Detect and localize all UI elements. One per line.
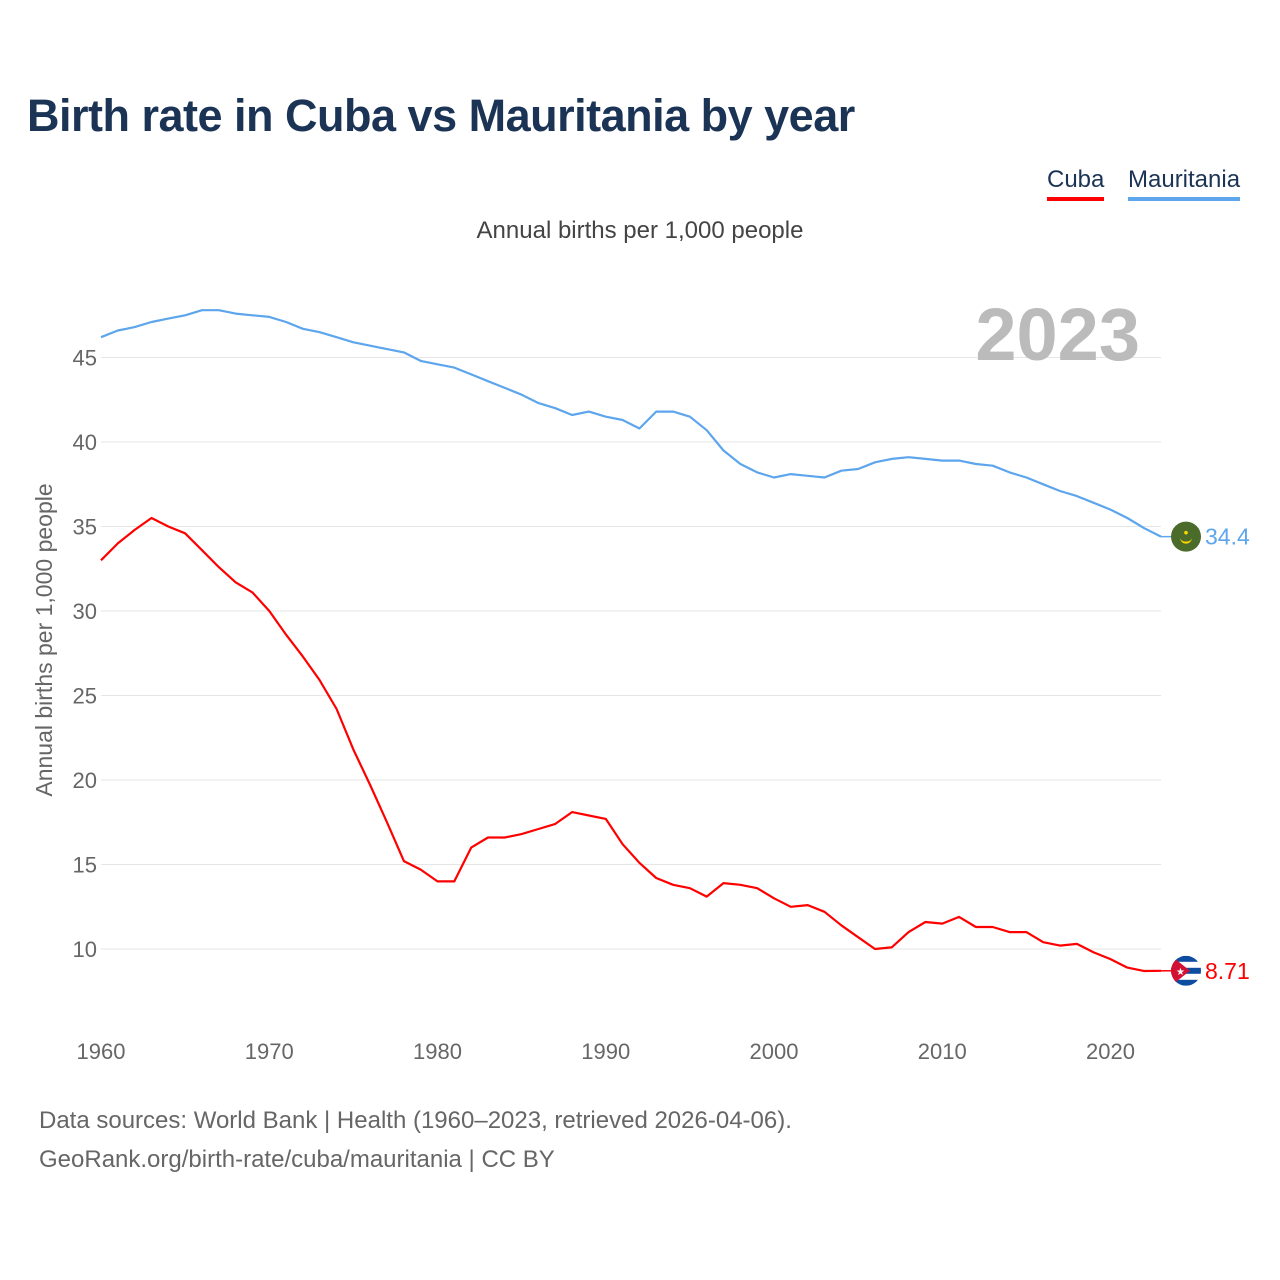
y-tick-label: 30	[73, 599, 97, 624]
y-tick-label: 45	[73, 346, 97, 371]
y-tick-label: 40	[73, 430, 97, 455]
y-tick-label: 35	[73, 515, 97, 540]
x-tick-label: 1970	[245, 1039, 294, 1064]
x-tick-label: 1980	[413, 1039, 462, 1064]
y-tick-label: 25	[73, 684, 97, 709]
legend-item-cuba[interactable]: Cuba	[1047, 166, 1105, 201]
x-tick-label: 2010	[918, 1039, 967, 1064]
footer-sources: Data sources: World Bank | Health (1960–…	[39, 1107, 792, 1134]
year-watermark: 2023	[975, 293, 1140, 376]
y-tick-label: 10	[73, 937, 97, 962]
series-line-mauritania[interactable]	[100, 309, 1162, 538]
svg-text:★: ★	[1176, 967, 1185, 978]
y-axis-label: Annual births per 1,000 people	[31, 483, 57, 796]
chart-title: Birth rate in Cuba vs Mauritania by year	[27, 90, 855, 141]
x-tick-label: 1960	[77, 1039, 126, 1064]
x-tick-label: 2000	[750, 1039, 799, 1064]
footer-attribution[interactable]: GeoRank.org/birth-rate/cuba/mauritania |…	[39, 1146, 555, 1173]
series-line-cuba[interactable]	[100, 516, 1162, 973]
legend-item-mauritania[interactable]: Mauritania	[1128, 166, 1241, 201]
y-tick-label: 15	[73, 853, 97, 878]
end-value-label: 8.71	[1205, 958, 1250, 984]
chart-subtitle: Annual births per 1,000 people	[476, 217, 804, 244]
end-value-label: 34.4	[1205, 524, 1250, 550]
x-tick-label: 2020	[1086, 1039, 1135, 1064]
x-tick-label: 1990	[581, 1039, 630, 1064]
mauritania-flag-icon	[1171, 521, 1201, 552]
y-tick-label: 20	[73, 768, 97, 793]
line-chart: 10 15 20 25 30 35 40 45 1960 1970 1980 1990 2000 2010…	[31, 293, 1250, 1064]
cuba-flag-icon: ★	[1171, 955, 1201, 986]
